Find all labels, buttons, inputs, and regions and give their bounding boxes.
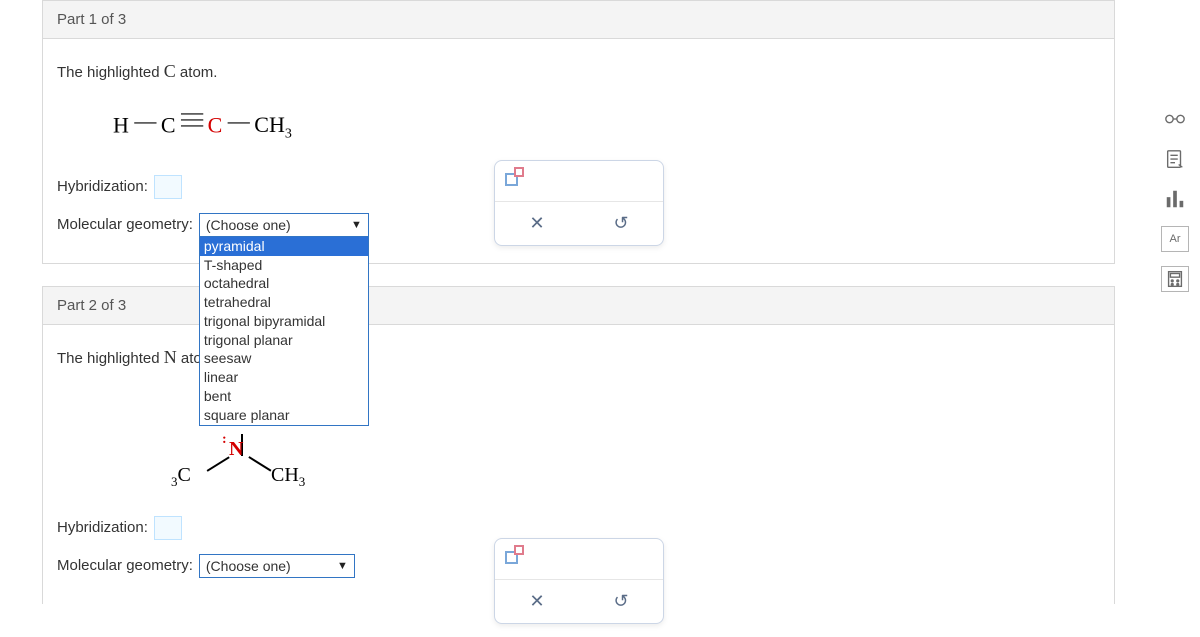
hybridization-input-1[interactable] <box>154 175 182 199</box>
select-placeholder-1: (Choose one) <box>206 217 291 233</box>
geometry-option[interactable]: tetrahedral <box>200 293 368 312</box>
part1-prompt: The highlighted C atom. <box>57 61 1100 82</box>
ar-label: Ar <box>1170 233 1181 245</box>
clear-button-2[interactable]: ✕ <box>517 591 557 612</box>
periodic-table-icon[interactable]: Ar <box>1161 226 1189 252</box>
geometry-label: Molecular geometry: <box>57 216 193 233</box>
geometry-label-2: Molecular geometry: <box>57 557 193 574</box>
action-panel-2: ✕ ↺ <box>494 538 664 624</box>
copy-icon[interactable] <box>503 167 525 189</box>
calculator-icon[interactable] <box>1161 266 1189 292</box>
group-h3c-left: 3C <box>171 464 191 490</box>
bond-n-right <box>249 456 272 471</box>
bond-n-left <box>207 456 230 471</box>
geometry-option[interactable]: pyramidal <box>200 237 368 256</box>
geometry-option[interactable]: square planar <box>200 406 368 425</box>
geometry-select-1[interactable]: (Choose one) ▼ <box>199 213 369 237</box>
geometry-dropdown: pyramidalT-shapedoctahedraltetrahedraltr… <box>199 237 369 426</box>
bar-chart-icon[interactable] <box>1161 186 1189 212</box>
part1-header: Part 1 of 3 <box>42 0 1115 39</box>
hybridization-input-2[interactable] <box>154 516 182 540</box>
hybridization-label: Hybridization: <box>57 178 148 195</box>
hybridization-row-2: Hybridization: <box>57 516 1100 540</box>
geometry-option[interactable]: trigonal planar <box>200 331 368 350</box>
single-bond-2: — <box>228 108 249 134</box>
reset-button-2[interactable]: ↺ <box>601 591 641 612</box>
select-placeholder-2: (Choose one) <box>206 558 291 574</box>
geometry-select-2[interactable]: (Choose one) ▼ <box>199 554 355 578</box>
atom-c1: C <box>161 112 176 137</box>
atom-h: H <box>113 112 129 137</box>
prompt-text-after: atom. <box>176 64 218 81</box>
prompt-text: The highlighted <box>57 64 164 81</box>
highlight-atom-n: N <box>164 347 177 367</box>
geometry-option[interactable]: trigonal bipyramidal <box>200 312 368 331</box>
notes-icon[interactable] <box>1161 146 1189 172</box>
geometry-option[interactable]: seesaw <box>200 349 368 368</box>
triple-bond: ——— <box>181 109 202 127</box>
prompt2-text: The highlighted <box>57 350 164 367</box>
clear-button[interactable]: ✕ <box>517 213 557 234</box>
copy-icon[interactable] <box>503 545 525 567</box>
group-ch3-right: CH3 <box>271 464 305 490</box>
hybridization-label-2: Hybridization: <box>57 519 148 536</box>
geometry-option[interactable]: T-shaped <box>200 256 368 275</box>
highlighted-atom-c: C <box>208 112 223 137</box>
geometry-option[interactable]: bent <box>200 387 368 406</box>
right-toolbar: Ar <box>1158 106 1192 292</box>
chevron-down-icon: ▼ <box>337 560 348 572</box>
geometry-option[interactable]: linear <box>200 368 368 387</box>
highlighted-atom-n: :N <box>229 438 243 461</box>
reset-button[interactable]: ↺ <box>601 213 641 234</box>
group-ch3: CH3 <box>254 112 292 137</box>
glasses-icon[interactable] <box>1161 106 1189 132</box>
single-bond: — <box>134 108 155 134</box>
highlight-atom-c: C <box>164 61 176 81</box>
molecule-1: H — C ——— C — CH3 <box>113 110 1100 143</box>
action-panel-1: ✕ ↺ <box>494 160 664 246</box>
geometry-option[interactable]: octahedral <box>200 274 368 293</box>
chevron-down-icon: ▼ <box>351 219 362 231</box>
